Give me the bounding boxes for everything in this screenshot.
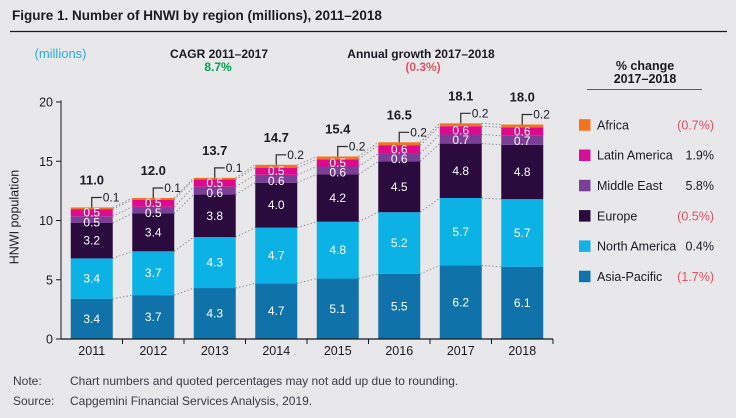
svg-text:Capgemini Financial Services A: Capgemini Financial Services Analysis, 2… [70, 394, 312, 408]
svg-text:Africa: Africa [597, 118, 629, 132]
svg-text:0.6: 0.6 [452, 123, 469, 137]
svg-text:2017: 2017 [447, 344, 475, 358]
svg-text:12.0: 12.0 [141, 163, 166, 178]
svg-text:4.7: 4.7 [268, 248, 285, 262]
svg-text:(0.5%): (0.5%) [677, 209, 714, 223]
svg-text:0.4%: 0.4% [686, 240, 715, 254]
svg-text:0.6: 0.6 [514, 125, 531, 139]
svg-text:2016: 2016 [385, 344, 413, 358]
svg-text:13.7: 13.7 [202, 143, 227, 158]
svg-text:15.4: 15.4 [325, 122, 351, 137]
svg-text:3.4: 3.4 [83, 312, 100, 326]
svg-text:5.8%: 5.8% [686, 179, 715, 193]
svg-text:Europe: Europe [597, 209, 637, 223]
svg-text:0.5: 0.5 [329, 156, 346, 170]
svg-text:2015: 2015 [324, 344, 352, 358]
svg-text:HNWI population: HNWI population [8, 170, 22, 265]
svg-text:0.5: 0.5 [83, 215, 100, 229]
svg-text:8.7%: 8.7% [204, 60, 232, 74]
svg-text:CAGR 2011–2017: CAGR 2011–2017 [170, 47, 268, 61]
svg-text:0.1: 0.1 [103, 190, 120, 204]
svg-text:18.1: 18.1 [448, 88, 473, 103]
svg-text:0.7: 0.7 [452, 133, 469, 147]
svg-text:0.1: 0.1 [164, 181, 181, 195]
svg-text:20: 20 [39, 96, 53, 110]
svg-text:5.5: 5.5 [391, 299, 408, 313]
svg-text:% change: % change [616, 59, 674, 73]
svg-text:14.7: 14.7 [264, 130, 289, 145]
svg-text:5.1: 5.1 [329, 302, 346, 316]
svg-text:3.2: 3.2 [83, 234, 100, 248]
svg-text:2014: 2014 [262, 344, 290, 358]
svg-text:11.0: 11.0 [79, 172, 104, 187]
svg-text:5.2: 5.2 [391, 236, 408, 250]
svg-text:0.5: 0.5 [145, 196, 162, 210]
svg-text:15: 15 [39, 155, 53, 169]
svg-text:(1.7%): (1.7%) [677, 270, 714, 284]
svg-text:0.2: 0.2 [287, 148, 304, 162]
svg-text:4.0: 4.0 [268, 198, 285, 212]
svg-text:0.5: 0.5 [206, 176, 223, 190]
svg-text:0.6: 0.6 [391, 152, 408, 166]
svg-text:1.9%: 1.9% [686, 149, 715, 163]
svg-text:2017–2018: 2017–2018 [614, 72, 677, 86]
svg-text:(0.3%): (0.3%) [405, 60, 440, 74]
svg-text:0.2: 0.2 [472, 106, 489, 120]
svg-text:3.4: 3.4 [145, 225, 162, 239]
svg-text:3.8: 3.8 [206, 209, 223, 223]
svg-text:5: 5 [46, 273, 53, 287]
svg-text:6.2: 6.2 [452, 295, 469, 309]
svg-text:4.5: 4.5 [391, 180, 408, 194]
svg-text:0.5: 0.5 [83, 206, 100, 220]
svg-text:Asia-Pacific: Asia-Pacific [597, 270, 662, 284]
svg-text:4.8: 4.8 [329, 243, 346, 257]
svg-text:6.1: 6.1 [514, 296, 531, 310]
svg-text:0: 0 [46, 333, 53, 347]
svg-text:3.4: 3.4 [83, 272, 100, 286]
svg-text:0.2: 0.2 [349, 140, 366, 154]
svg-text:Figure 1. Number of HNWI by re: Figure 1. Number of HNWI by region (mill… [12, 8, 382, 23]
svg-text:2012: 2012 [139, 344, 167, 358]
svg-text:Annual growth 2017–2018: Annual growth 2017–2018 [347, 47, 495, 61]
svg-text:0.5: 0.5 [145, 206, 162, 220]
svg-text:(millions): (millions) [35, 46, 87, 61]
svg-text:16.5: 16.5 [387, 107, 412, 122]
svg-text:2018: 2018 [508, 344, 536, 358]
svg-text:4.3: 4.3 [206, 256, 223, 270]
svg-text:Note:: Note: [13, 374, 42, 388]
svg-text:0.7: 0.7 [514, 134, 531, 148]
svg-text:0.6: 0.6 [206, 186, 223, 200]
svg-text:3.7: 3.7 [145, 310, 162, 324]
svg-text:2011: 2011 [78, 344, 105, 358]
svg-text:Middle East: Middle East [597, 179, 663, 193]
svg-text:18.0: 18.0 [510, 90, 535, 105]
svg-text:(0.7%): (0.7%) [677, 118, 714, 132]
svg-text:0.5: 0.5 [268, 164, 285, 178]
svg-text:North America: North America [597, 240, 676, 254]
svg-text:Source:: Source: [13, 394, 54, 408]
svg-text:0.6: 0.6 [268, 174, 285, 188]
svg-text:0.2: 0.2 [410, 125, 427, 139]
svg-text:4.8: 4.8 [452, 164, 469, 178]
svg-text:2013: 2013 [201, 344, 229, 358]
svg-text:0.2: 0.2 [533, 108, 550, 122]
svg-text:0.6: 0.6 [391, 142, 408, 156]
svg-text:Latin America: Latin America [597, 149, 673, 163]
svg-text:0.6: 0.6 [329, 166, 346, 180]
svg-text:4.2: 4.2 [329, 191, 346, 205]
svg-text:5.7: 5.7 [514, 226, 531, 240]
svg-text:4.8: 4.8 [514, 165, 531, 179]
svg-text:3.7: 3.7 [145, 266, 162, 280]
svg-text:Chart numbers and quoted perce: Chart numbers and quoted percentages may… [70, 374, 458, 388]
svg-text:4.3: 4.3 [206, 307, 223, 321]
svg-text:5.7: 5.7 [452, 225, 469, 239]
svg-text:0.1: 0.1 [226, 161, 243, 175]
svg-text:10: 10 [39, 214, 53, 228]
svg-text:4.7: 4.7 [268, 304, 285, 318]
